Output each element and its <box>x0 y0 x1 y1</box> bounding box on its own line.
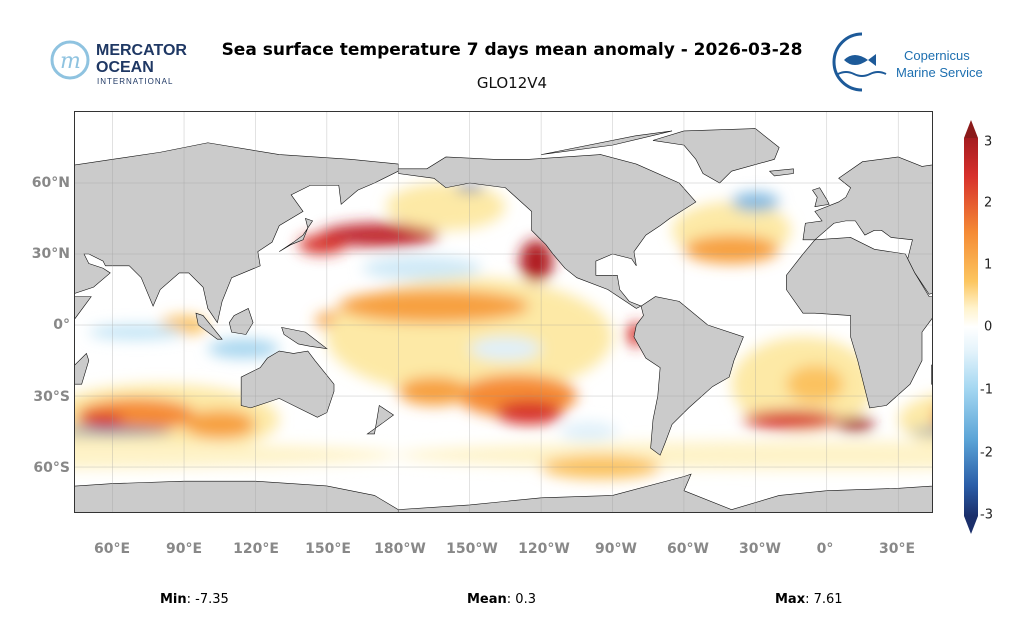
svg-text:m: m <box>60 49 81 74</box>
lon-label: 60°E <box>93 541 131 557</box>
lat-label: 60°N <box>31 175 70 191</box>
lon-label: 0° <box>816 541 834 557</box>
stat-min-value: : -7.35 <box>186 592 229 607</box>
stat-max: Max: 7.61 <box>775 592 843 607</box>
stat-min-label: Min <box>160 592 187 607</box>
colorbar-min-arrow <box>964 516 978 534</box>
lon-label: 150°E <box>305 541 351 557</box>
logo-text-1: MERCATOR <box>96 42 187 59</box>
stat-max-label: Max <box>775 592 806 607</box>
lon-label: 120°E <box>233 541 279 557</box>
copernicus-marine-logo: Copernicus Marine Service <box>832 30 992 94</box>
lon-label: 120°W <box>518 541 570 557</box>
lon-label: 30°E <box>878 541 916 557</box>
sst-anomaly-map[interactable] <box>0 111 1024 539</box>
stat-max-value: : 7.61 <box>805 592 843 607</box>
colorbar-label: -2 <box>980 445 993 461</box>
mercator-ocean-logo: m MERCATOR OCEAN INTERNATIONAL <box>50 38 200 88</box>
lon-label: 30°W <box>739 541 781 557</box>
lat-label: 0° <box>53 317 70 333</box>
colorbar-max-arrow <box>964 120 978 138</box>
colorbar-label: 3 <box>984 134 993 150</box>
chart-title: Sea surface temperature 7 days mean anom… <box>221 40 803 60</box>
stat-mean-value: : 0.3 <box>506 592 536 607</box>
logo-text-3: INTERNATIONAL <box>97 77 173 86</box>
colorbar <box>957 118 985 538</box>
colorbar-label: 2 <box>984 195 993 211</box>
logo-text-2: OCEAN <box>96 59 154 76</box>
colorbar-label: -3 <box>980 507 993 523</box>
lon-label: 150°W <box>446 541 498 557</box>
lon-label: 90°E <box>165 541 203 557</box>
colorbar-label: 1 <box>984 257 993 273</box>
lat-label: 30°N <box>31 246 70 262</box>
logo-text-marine: Marine Service <box>896 65 983 80</box>
lon-label: 60°W <box>667 541 709 557</box>
lon-label: 180°W <box>374 541 426 557</box>
stat-mean: Mean: 0.3 <box>467 592 536 607</box>
lat-label: 60°S <box>33 460 70 476</box>
colorbar-label: -1 <box>980 382 993 398</box>
logo-text-copernicus: Copernicus <box>904 48 970 63</box>
stat-min: Min: -7.35 <box>160 592 229 607</box>
lon-label: 90°W <box>595 541 637 557</box>
gridlines <box>75 112 932 512</box>
colorbar-label: 0 <box>984 319 993 335</box>
chart-subtitle: GLO12V4 <box>476 74 548 92</box>
stat-mean-label: Mean <box>467 592 507 607</box>
lat-label: 30°S <box>33 389 70 405</box>
